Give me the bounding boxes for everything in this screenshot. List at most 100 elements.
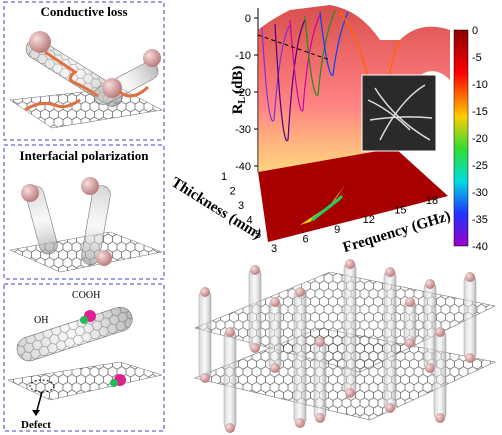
surface xyxy=(258,5,450,172)
z-tick-label: 0 xyxy=(245,13,251,25)
x-tick-label: 3 xyxy=(238,200,244,212)
tube-cap xyxy=(270,363,280,373)
z-tick-label: -30 xyxy=(235,124,251,136)
y-tick-label: 15 xyxy=(394,205,406,217)
nanotube xyxy=(81,185,111,266)
tube-cap xyxy=(250,343,260,353)
x-tick-label: 5 xyxy=(255,229,261,241)
oxygen-group xyxy=(80,316,88,324)
colorbar-tick-label: -35 xyxy=(472,214,488,226)
oxygen-group xyxy=(110,379,118,387)
tube-cap xyxy=(465,353,475,363)
surface-plot: RL(dB) Thickness (mm) Frequency (GHz) 0-… xyxy=(168,5,488,256)
tube-body xyxy=(268,299,282,371)
z-tick-label: -40 xyxy=(235,161,251,173)
tube-cap xyxy=(405,297,415,307)
nanotube xyxy=(223,327,237,433)
tube-cap xyxy=(425,363,435,373)
tube-cap xyxy=(435,327,445,337)
graphene-sheet xyxy=(7,361,163,401)
tube-cap xyxy=(435,413,445,423)
tube-cap xyxy=(465,272,475,282)
colorbar-tick-label: -20 xyxy=(472,133,488,145)
sem-inset xyxy=(361,74,437,152)
particle xyxy=(81,177,99,195)
defect-label: Defect xyxy=(21,419,51,431)
tube-body xyxy=(223,329,237,431)
tube-body xyxy=(248,267,262,351)
tube-cap xyxy=(345,388,355,398)
particle xyxy=(102,78,122,98)
dip-curve xyxy=(261,24,291,122)
tube-cap xyxy=(200,287,210,297)
graphene-stack xyxy=(194,259,496,433)
tube-body xyxy=(383,269,397,411)
panel-polarization: Interfacial polarization xyxy=(3,144,165,280)
nanotube xyxy=(343,259,357,398)
dip-curve xyxy=(274,19,306,142)
tube-cap xyxy=(315,337,325,347)
tube-body xyxy=(313,339,327,421)
nanotube xyxy=(313,337,327,423)
nanotube xyxy=(463,272,477,363)
nanotube xyxy=(423,279,437,373)
colorbar-tick-label: -30 xyxy=(472,187,488,199)
particle xyxy=(143,49,161,67)
y-tick-label: 3 xyxy=(271,243,277,255)
dip-curve xyxy=(304,9,336,96)
z-tick-label: -10 xyxy=(235,50,251,62)
tube-cap xyxy=(295,287,305,297)
y-tick-label: 9 xyxy=(334,224,340,236)
nanotube xyxy=(403,297,417,348)
z-tick-label: -20 xyxy=(235,87,251,99)
panel-title: Conductive loss xyxy=(40,4,127,19)
particle xyxy=(96,250,112,266)
tube-cap xyxy=(250,265,260,275)
panel-border xyxy=(3,1,165,141)
y-tick-label: 12 xyxy=(363,214,375,226)
dip-curve xyxy=(289,14,321,112)
particle xyxy=(29,31,51,53)
x-tick-label: 1 xyxy=(221,171,227,183)
tube-body xyxy=(463,274,477,361)
panel-border xyxy=(3,144,165,280)
group-label: COOH xyxy=(72,290,100,301)
tube-cap xyxy=(225,327,235,337)
y-tick-label: 6 xyxy=(303,233,309,245)
nanotube xyxy=(383,267,397,413)
colorbar-tick-label: -15 xyxy=(472,106,488,118)
reference-line xyxy=(257,34,331,61)
tube-body xyxy=(198,289,212,381)
tube-cap xyxy=(345,259,355,269)
colorbar-tick-label: -5 xyxy=(472,52,482,64)
tube-cap xyxy=(200,373,210,383)
tube-cap xyxy=(385,267,395,277)
tube-cap xyxy=(295,418,305,428)
x-axis-label: Thickness (mm) xyxy=(168,175,264,243)
defect-mark xyxy=(29,379,55,393)
current-arrow xyxy=(119,85,150,98)
group-label: OH xyxy=(34,315,48,326)
floor-heatmap xyxy=(258,148,448,242)
colorbar-tick-label: -25 xyxy=(472,160,488,172)
x-tick-label: 4 xyxy=(246,215,252,227)
z-axis-label: RL(dB) xyxy=(230,66,248,115)
colorbar-tick-label: 0 xyxy=(472,25,478,37)
tube-body xyxy=(293,289,307,426)
graphene-sheet xyxy=(9,87,163,129)
panel-title: Interfacial polarization xyxy=(20,148,150,163)
colorbar xyxy=(453,29,469,247)
defect-arrowhead xyxy=(32,410,40,416)
colorbar-tick-label: -10 xyxy=(472,79,488,91)
tube-body xyxy=(343,261,357,396)
tube-cap xyxy=(425,279,435,289)
nanotube xyxy=(248,265,262,353)
sem-fibers xyxy=(367,84,433,141)
panel-defects: OH COOH Defect xyxy=(3,283,165,432)
nanotube xyxy=(198,287,212,383)
tube-body xyxy=(433,329,447,421)
colorbar-tick-label: -40 xyxy=(472,241,488,253)
nanotube xyxy=(16,306,133,362)
tube-cap xyxy=(225,423,235,433)
